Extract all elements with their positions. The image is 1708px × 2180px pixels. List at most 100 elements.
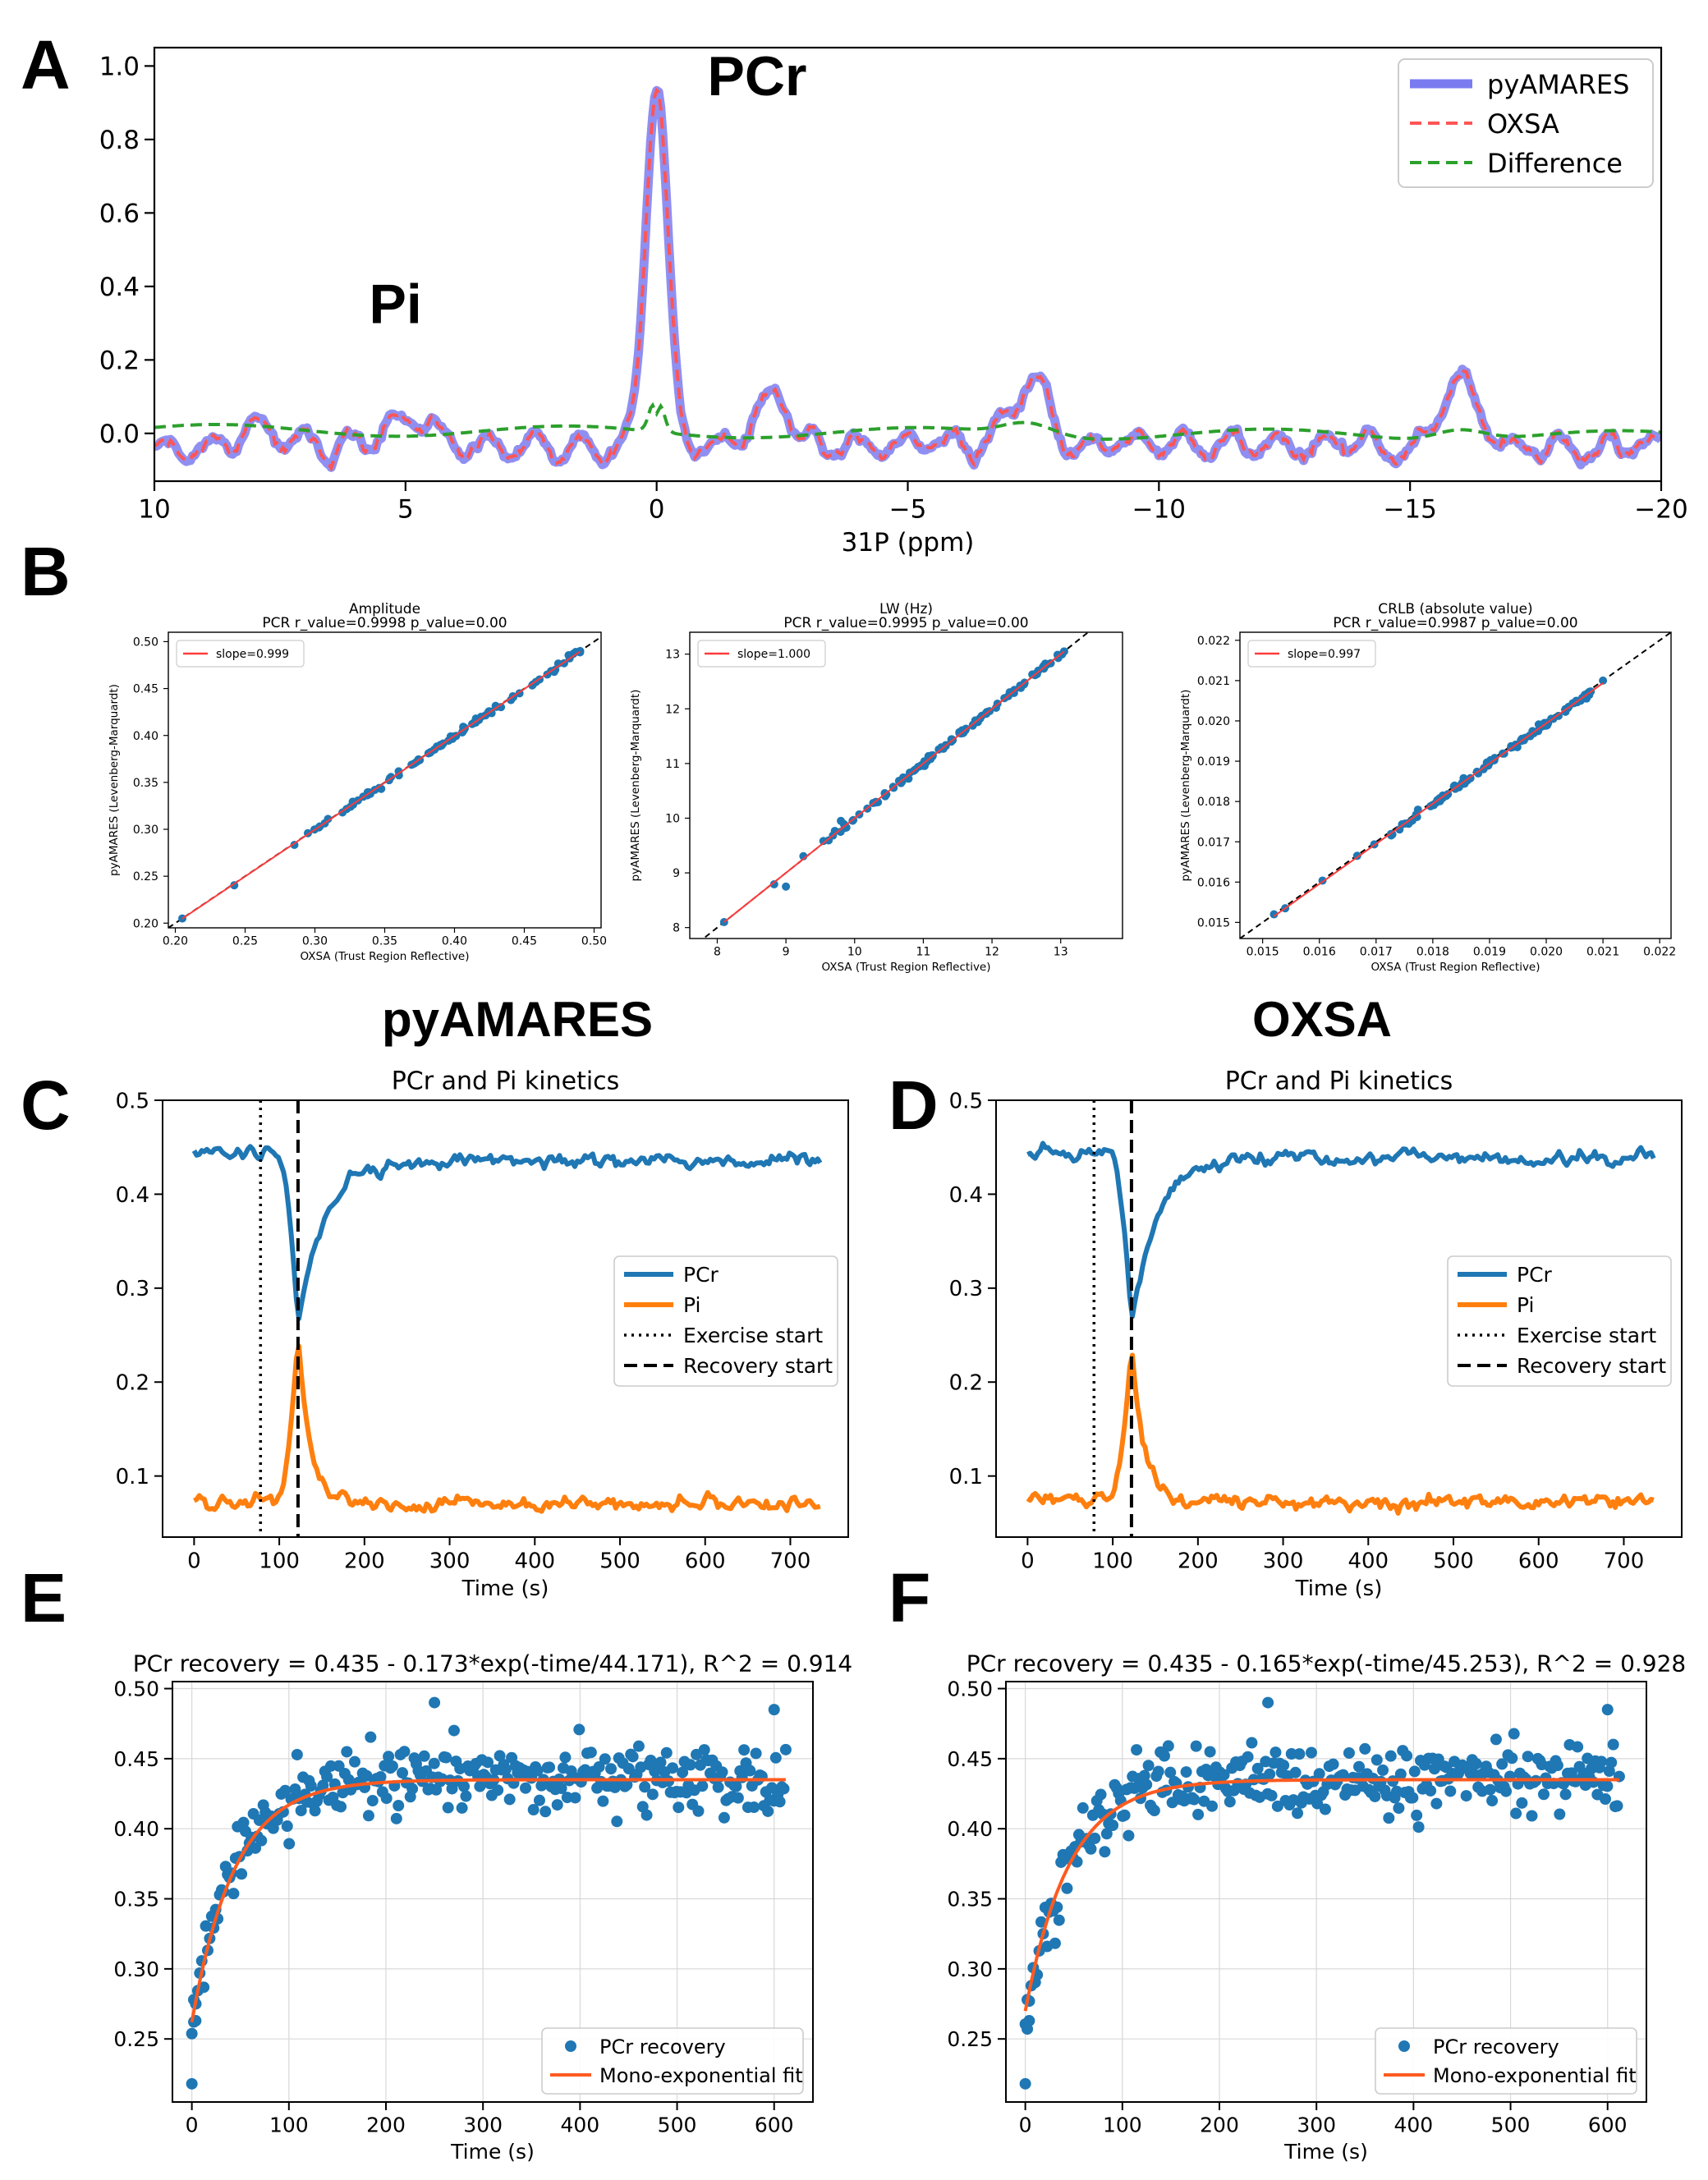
data-point: [1192, 1808, 1205, 1820]
data-point: [1508, 1728, 1520, 1740]
data-point: [1496, 1758, 1508, 1770]
legend: slope=0.999: [176, 640, 305, 668]
chart-crlb-scatter: 0.015 0.016 0.017 0.018 0.019 0.020 0.021 0.022…: [1179, 601, 1676, 974]
data-point: [366, 1795, 379, 1807]
legend: pyAMARES OXSA Difference: [1398, 58, 1654, 188]
data-point: [227, 1888, 240, 1900]
x-axis-label: Time (s): [1283, 2140, 1368, 2164]
y-tick-label: 0.017: [1197, 836, 1230, 849]
data-point: [555, 1782, 567, 1794]
data-point: [1387, 831, 1396, 840]
x-tick-label: −20: [1634, 495, 1687, 525]
data-point: [1264, 1768, 1276, 1780]
series-pcr-line: [191, 1144, 823, 1321]
data-point: [1107, 1819, 1119, 1831]
data-point: [769, 879, 778, 888]
x-tick-label: 0.015: [1247, 946, 1279, 959]
data-point: [1292, 1807, 1304, 1820]
legend: PCr Pi Exercise start Recovery start: [613, 1255, 838, 1387]
data-point: [1305, 1746, 1317, 1759]
data-point: [1369, 1790, 1381, 1802]
x-tick-label: 200: [344, 1549, 385, 1573]
data-point: [1271, 1800, 1283, 1812]
fit-curve: [1023, 1778, 1619, 2012]
y-tick-label: 0.8: [99, 126, 140, 155]
data-point: [1162, 1740, 1174, 1752]
y-tick-label: 0.015: [1197, 916, 1230, 929]
data-point: [621, 1778, 633, 1791]
data-point: [1425, 1784, 1437, 1797]
y-tick-label: 0.4: [116, 1183, 149, 1208]
data-point: [1061, 1882, 1073, 1894]
data-point: [738, 1744, 751, 1756]
data-point: [1152, 1765, 1164, 1778]
data-point: [1394, 1768, 1407, 1780]
data-point: [1251, 1762, 1264, 1774]
x-tick-label: 0.021: [1586, 946, 1619, 959]
x-tick-label: 0.35: [372, 935, 397, 948]
data-point: [305, 1779, 317, 1792]
data-point: [1206, 1800, 1219, 1812]
y-tick-label: 0.35: [133, 777, 158, 790]
x-axis-label: OXSA (Trust Region Reflective): [1371, 961, 1540, 974]
y-tick-label: 13: [665, 649, 680, 662]
x-tick-label: 200: [1200, 2113, 1239, 2136]
legend-label: Mono-exponential fit: [599, 2064, 803, 2087]
data-point: [281, 1820, 293, 1833]
data-point: [1412, 1821, 1425, 1833]
data-point: [283, 1838, 296, 1850]
data-point: [383, 1751, 395, 1763]
panel-letter-d: D: [888, 1067, 939, 1144]
x-tick-label: 700: [1604, 1549, 1645, 1573]
data-point: [1486, 1795, 1499, 1807]
data-point: [1005, 688, 1014, 697]
legend-label: PCr: [1517, 1263, 1553, 1287]
data-point: [597, 1795, 609, 1807]
x-tick-label: 11: [916, 946, 930, 959]
x-tick-label: 0.50: [581, 935, 607, 948]
software-title-pyamares: pyAMARES: [382, 992, 653, 1047]
data-point: [948, 735, 957, 744]
x-axis-label: 31P (ppm): [842, 528, 975, 558]
x-tick-label: 100: [1103, 2113, 1142, 2136]
data-point: [1285, 1747, 1297, 1760]
data-point: [837, 816, 846, 825]
y-tick-label: 0.5: [116, 1089, 149, 1113]
data-point: [1138, 1769, 1150, 1782]
x-tick-label: 10: [847, 946, 862, 959]
data-point: [1401, 1750, 1413, 1762]
data-point: [1131, 1744, 1143, 1756]
x-tick-label: 10: [138, 495, 170, 525]
data-point: [1035, 1916, 1047, 1928]
chart-amplitude-scatter: 0.20 0.25 0.30 0.35 0.40 0.45 0.50 0.20 0.25 0.30…: [108, 601, 607, 963]
legend-label: Exercise start: [1517, 1324, 1656, 1347]
data-point: [237, 1816, 250, 1829]
data-point: [198, 1981, 210, 1994]
x-tick-label: 0.018: [1416, 946, 1449, 959]
legend-label: slope=0.997: [1288, 648, 1361, 661]
data-point: [692, 1805, 705, 1817]
data-point: [428, 1757, 440, 1769]
data-point: [660, 1746, 673, 1759]
data-point: [406, 1783, 419, 1795]
data-point: [1141, 1778, 1153, 1791]
x-tick-label: 300: [1263, 1549, 1304, 1573]
data-point: [482, 1756, 494, 1769]
data-point: [539, 1806, 552, 1818]
data-point: [1053, 1914, 1065, 1926]
data-point: [1158, 1750, 1170, 1762]
x-tick-label: 9: [783, 946, 790, 959]
data-point: [732, 1792, 744, 1804]
x-tick-label: 500: [1491, 2113, 1531, 2136]
panel-letter-c: C: [21, 1067, 71, 1144]
x-tick-label: 500: [599, 1549, 640, 1573]
axes-frame: [153, 46, 1663, 483]
y-tick-label: 0.25: [947, 2027, 993, 2051]
data-point: [1164, 1766, 1177, 1778]
chart-subtitle: PCR r_value=0.9995 p_value=0.00: [783, 615, 1028, 631]
data-point: [1611, 1800, 1623, 1812]
data-point: [398, 1746, 411, 1758]
y-tick-label: 0.3: [116, 1277, 149, 1301]
data-point: [1554, 1808, 1566, 1820]
